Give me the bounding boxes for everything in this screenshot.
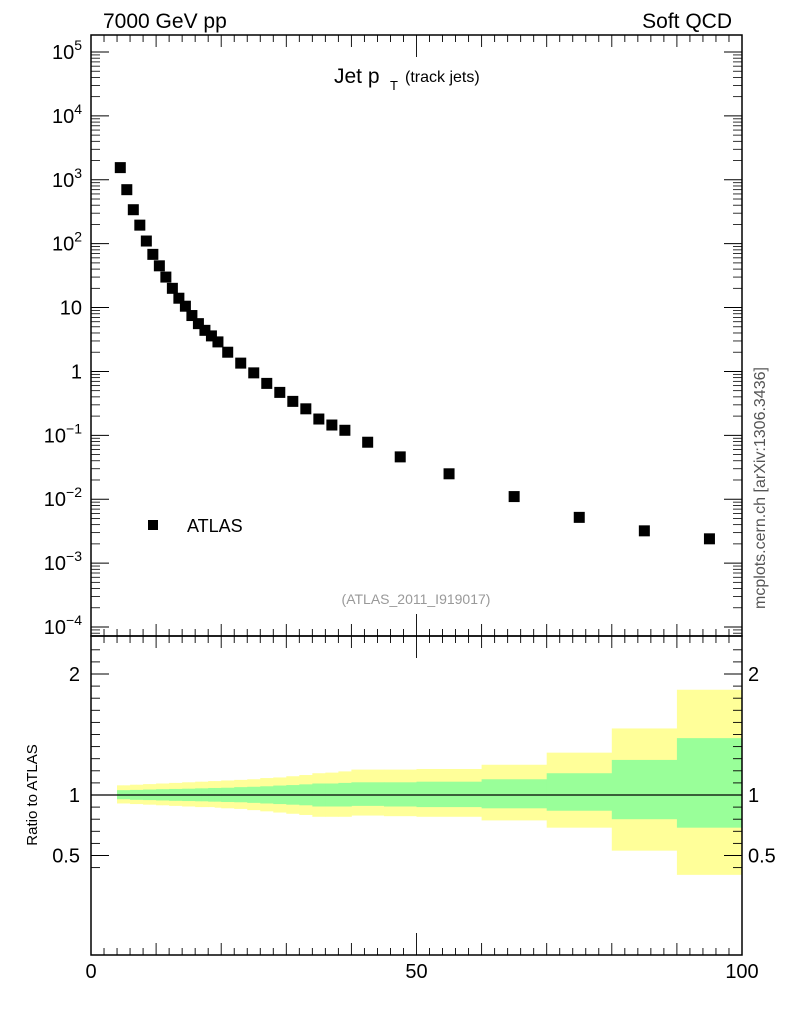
ratio-inner-band-bin: [481, 779, 548, 809]
ratio-inner-band-bin: [416, 781, 482, 808]
data-point: [114, 162, 126, 174]
data-point: [703, 533, 715, 545]
data-point: [261, 377, 273, 389]
data-point: [212, 336, 224, 348]
data-point: [127, 204, 139, 216]
x-tick-label: 100: [725, 961, 758, 983]
ratio-y-tick-label: 1: [69, 785, 80, 807]
ratio-inner-band-bin: [611, 759, 678, 820]
legend: ATLAS: [148, 516, 243, 536]
x-tick-label: 50: [405, 961, 427, 983]
ratio-inner-band-bin: [546, 773, 613, 811]
ratio-inner-band-bin: [351, 782, 385, 806]
main-y-tick-label: 10−2: [44, 484, 82, 511]
data-point: [166, 282, 178, 294]
data-point: [394, 451, 406, 463]
data-point: [121, 184, 133, 196]
main-y-tick-label: 105: [52, 37, 82, 64]
data-point: [160, 271, 172, 283]
main-y-tick-label: 10−3: [44, 548, 82, 575]
data-point: [222, 346, 234, 358]
main-data-points: [114, 162, 715, 545]
ratio-inner-band-bin: [383, 782, 417, 807]
reference-label: (ATLAS_2011_I919017): [342, 591, 491, 607]
data-point: [192, 318, 204, 330]
main-y-tick-label: 10−1: [44, 420, 82, 447]
x-tick-label: 0: [85, 961, 96, 983]
data-point: [313, 413, 325, 425]
main-y-tick-label: 103: [52, 165, 82, 192]
ratio-y-tick-label-right: 1: [748, 785, 759, 807]
data-point: [248, 367, 260, 379]
data-point: [362, 436, 374, 448]
ratio-inner-band-bin: [676, 738, 743, 828]
plot-title-main: Jet p: [334, 65, 380, 88]
data-point: [443, 468, 455, 480]
ratio-y-tick-label: 0.5: [52, 846, 80, 868]
plot-title-sub: T: [390, 78, 398, 93]
ratio-y-axis-title: Ratio to ATLAS: [24, 744, 41, 845]
data-point: [235, 357, 247, 369]
main-y-tick-label: 10−4: [44, 612, 82, 639]
ratio-frame: 0 50 100 0.5 0.5 1 1 2 2: [52, 635, 776, 983]
ratio-y-tick-label-right: 2: [748, 664, 759, 686]
legend-label-atlas: ATLAS: [187, 516, 243, 536]
data-point: [153, 260, 165, 272]
header-right: Soft QCD: [642, 10, 732, 33]
data-point: [287, 395, 299, 407]
data-point: [300, 403, 312, 415]
data-point: [205, 330, 217, 342]
ratio-bands: [91, 689, 743, 875]
plot-title: Jet p T (track jets): [334, 65, 480, 93]
data-point: [134, 219, 146, 231]
main-y-tick-label: 1: [71, 361, 82, 383]
data-point: [573, 511, 585, 523]
ratio-y-tick-label-right: 0.5: [748, 846, 776, 868]
data-point: [173, 292, 185, 304]
data-point: [638, 525, 650, 537]
data-point: [326, 419, 338, 431]
data-point: [508, 491, 520, 503]
data-point: [186, 310, 198, 322]
data-point: [339, 424, 351, 436]
watermark: mcplots.cern.ch [arXiv:1306.3436]: [752, 367, 769, 609]
plot-title-note: (track jets): [405, 69, 480, 86]
ratio-y-tick-label: 2: [69, 664, 80, 686]
data-point: [199, 324, 211, 336]
data-point: [274, 386, 286, 398]
main-y-tick-label: 10: [60, 298, 82, 320]
header-left: 7000 GeV pp: [103, 10, 227, 33]
data-point: [140, 235, 152, 247]
data-point: [147, 248, 159, 260]
legend-marker: [148, 520, 158, 530]
data-point: [179, 300, 191, 312]
main-plot-frame: [90, 34, 743, 637]
main-y-tick-label: 104: [52, 101, 82, 128]
main-y-tick-label: 102: [52, 229, 82, 256]
